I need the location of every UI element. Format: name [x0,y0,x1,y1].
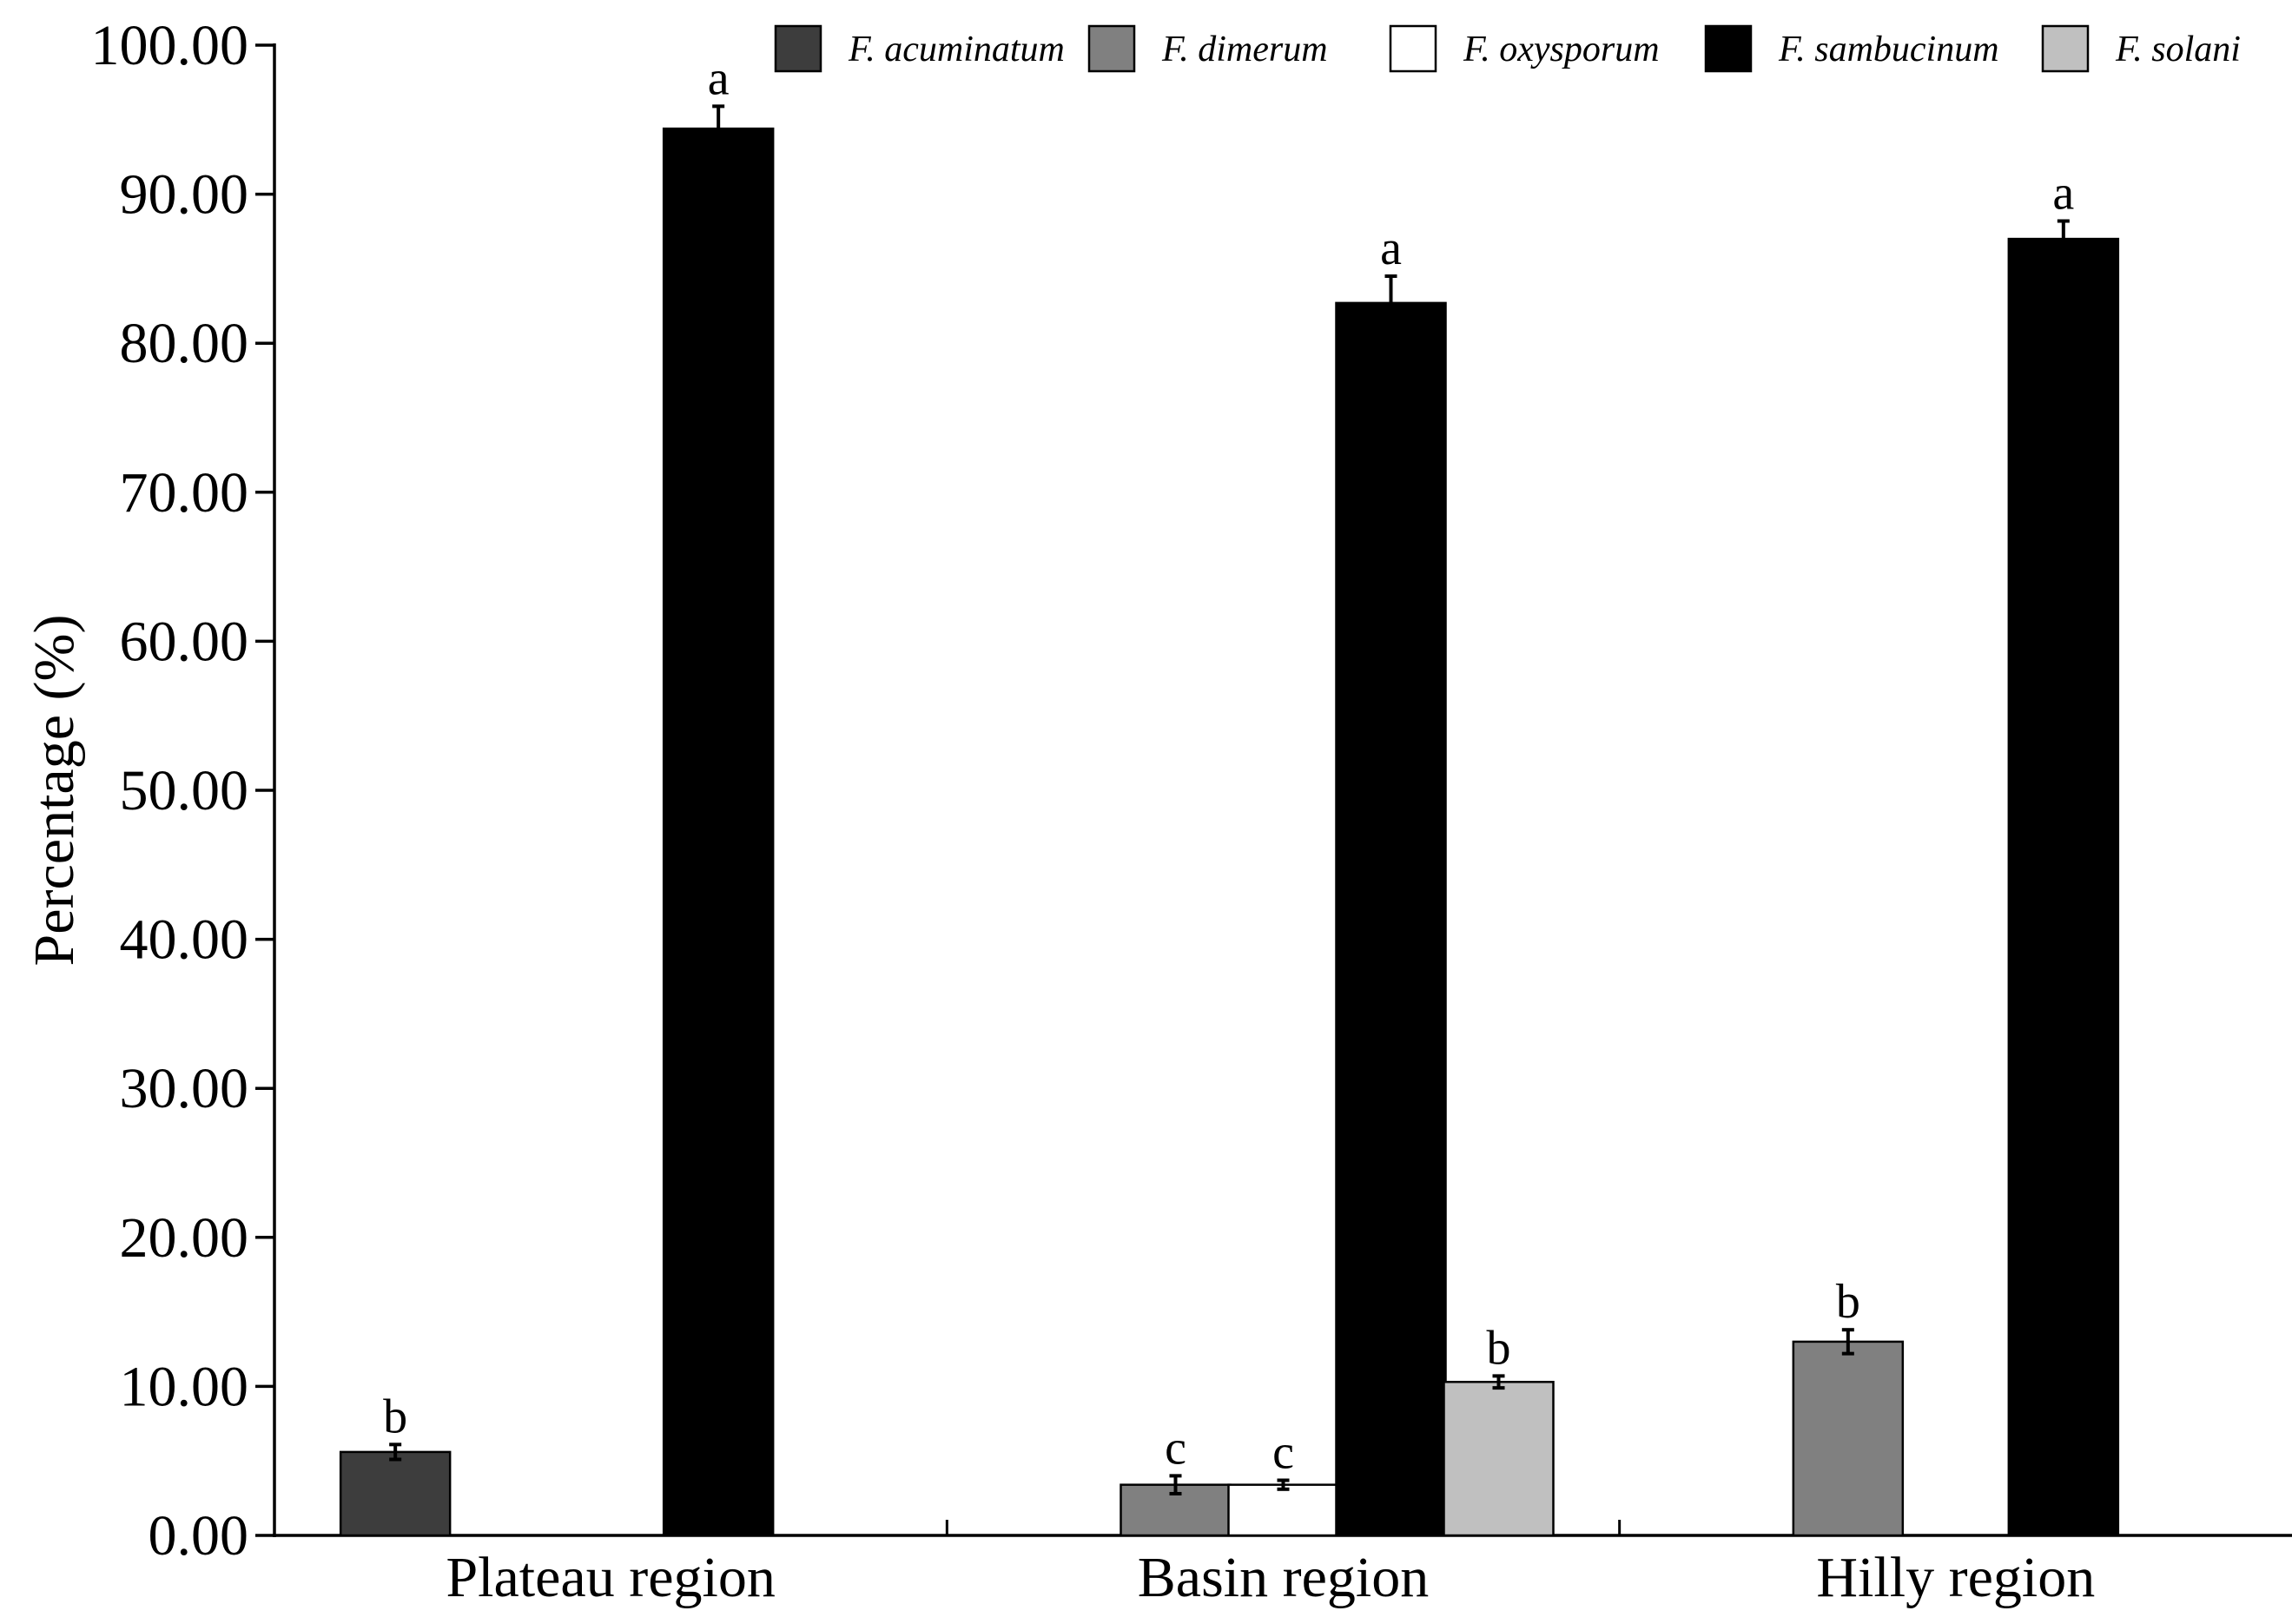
x-axis-labels: Plateau region Basin region Hilly region [446,1546,2095,1609]
significance-label: b [1836,1275,1860,1329]
legend-swatch [2041,24,2090,73]
legend-item: F. acuminatum [774,24,1065,73]
y-tick-label: 90.00 [120,163,249,227]
legend: F. acuminatum F. dimerum F. oxysporum F. sa… [774,24,2241,73]
y-tick-label: 80.00 [120,312,249,375]
bar [662,127,775,1537]
bar [1335,301,1447,1537]
legend-label: F. acuminatum [848,30,1065,69]
significance-label: a [2052,166,2074,220]
legend-item: F. solani [2041,24,2241,73]
y-tick-label: 70.00 [120,461,249,525]
x-category-label: Basin region [1138,1546,1429,1609]
significance-label: a [1380,221,1402,275]
x-category-label: Plateau region [446,1546,775,1609]
legend-swatch [1087,24,1136,73]
significance-label: a [708,51,730,105]
legend-swatch [1389,24,1437,73]
bar [339,1450,452,1537]
bar [1227,1483,1339,1537]
y-tick-label: 20.00 [120,1206,249,1270]
y-axis-title: Percentage (%) [23,615,86,967]
axes [273,43,2292,1537]
y-tick-label: 60.00 [120,610,249,673]
significance-label: c [1165,1421,1186,1475]
legend-item: F. dimerum [1087,24,1328,73]
legend-label: F. oxysporum [1463,30,1660,69]
significance-label: b [1487,1321,1511,1375]
bar [1443,1381,1555,1537]
legend-item: F. sambucinum [1704,24,1999,73]
y-tick-label: 40.00 [120,908,249,972]
legend-label: F. solani [2115,30,2241,69]
y-axis-title-group: Percentage (%) [23,615,86,967]
y-axis-ticks: 0.00 10.00 20.00 30.00 40.00 50.00 60.00 70.00 8… [91,14,274,1568]
bars: b a c c a b b a [339,51,2120,1537]
legend-label: F. dimerum [1161,30,1328,69]
y-tick-label: 100.00 [91,14,249,77]
significance-label: b [383,1390,407,1443]
y-tick-label: 0.00 [149,1504,249,1568]
y-tick-label: 10.00 [120,1355,249,1418]
legend-swatch [1704,24,1753,73]
legend-label: F. sambucinum [1778,30,1999,69]
bar [1792,1340,1905,1537]
bar [2007,237,2120,1537]
x-category-label: Hilly region [1816,1546,2095,1609]
legend-item: F. oxysporum [1389,24,1660,73]
significance-label: c [1272,1426,1294,1480]
legend-swatch [774,24,822,73]
y-tick-label: 50.00 [120,759,249,822]
y-tick-label: 30.00 [120,1057,249,1120]
